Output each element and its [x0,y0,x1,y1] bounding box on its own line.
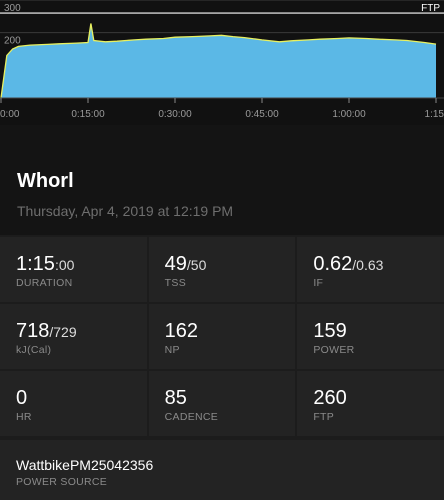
metric-label: FTP [313,411,335,423]
metric-power[interactable]: 159 POWER [297,304,444,369]
metrics-row: 718/729 kJ(Cal) 162 NP 159 POWER [0,304,444,369]
metric-label: HR [16,411,32,423]
x-tick-label: 0:00 [0,109,20,120]
power-source-label: POWER SOURCE [16,476,108,488]
metric-sub-value: /50 [186,257,207,273]
y-tick-label: 300 [4,3,21,14]
x-tick-label: 0:30:00 [158,109,192,120]
power-source-row[interactable]: WattbikePM25042356 POWER SOURCE [0,440,444,500]
metric-value: 49 [164,253,187,275]
metric-tss[interactable]: 49/50 TSS [148,237,296,302]
workout-date: Thursday, Apr 4, 2019 at 12:19 PM [17,203,234,219]
power-area [1,23,436,98]
metric-label: TSS [164,277,186,289]
metrics-row: 1:15:00 DURATION 49/50 TSS 0.62/0.63 IF [0,237,444,302]
x-tick-label: 0:15:00 [71,109,105,120]
metric-value: 162 [164,320,199,342]
power-source-value: WattbikePM25042356 [16,457,154,473]
metric-label: kJ(Cal) [16,344,52,356]
metric-value: 260 [313,387,347,409]
metric-value: 85 [164,387,187,409]
metric-value: 0 [16,387,28,409]
metrics-row: 0 HR 85 CADENCE 260 FTP [0,371,444,436]
y-tick-label: 200 [4,36,21,47]
metric-value: 1:15 [16,253,55,275]
metric-label: POWER [313,344,355,356]
metric-if[interactable]: 0.62/0.63 IF [297,237,444,302]
metric-value: 0.62 [313,253,353,275]
metric-value: 718 [16,320,50,342]
power-chart-svg: 300 200 FTP 0:00 0:15:00 0:30:00 0:45:00 1:00:0… [0,0,444,120]
metric-duration[interactable]: 1:15:00 DURATION [0,237,147,302]
metric-sub-value: /0.63 [352,257,384,273]
metric-ftp[interactable]: 260 FTP [297,371,444,436]
metric-np[interactable]: 162 NP [148,304,296,369]
metric-cadence[interactable]: 85 CADENCE [148,371,296,436]
workout-header: Whorl Thursday, Apr 4, 2019 at 12:19 PM [0,125,444,235]
x-tick-label: 0:45:00 [245,109,279,120]
metric-sub-value: /729 [49,324,77,340]
metric-label: IF [313,277,324,289]
metrics-grid: 1:15:00 DURATION 49/50 TSS 0.62/0.63 IF … [0,237,444,438]
metric-value: 159 [313,320,347,342]
workout-title: Whorl [17,170,74,192]
ftp-label: FTP [421,3,440,14]
x-tick-label: 1:00:00 [332,109,366,120]
metric-hr[interactable]: 0 HR [0,371,147,436]
x-tick-label: 1:15 [425,109,444,120]
metric-label: CADENCE [164,411,219,423]
metric-kj[interactable]: 718/729 kJ(Cal) [0,304,147,369]
power-chart: 300 200 FTP 0:00 0:15:00 0:30:00 0:45:00 1:00:0… [0,0,444,125]
metric-label: NP [164,344,180,356]
power-line [0,23,437,99]
metric-sub-value: :00 [54,257,75,273]
metric-label: DURATION [16,277,73,289]
